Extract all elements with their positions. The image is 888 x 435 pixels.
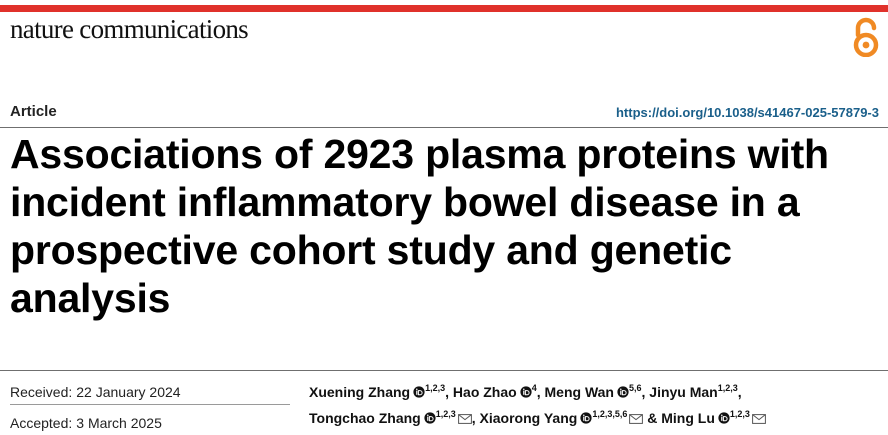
author: Tongchao Zhang 1,2,3	[309, 410, 472, 426]
author: Meng Wan 5,6	[544, 383, 642, 401]
author-name[interactable]: Tongchao Zhang	[309, 410, 421, 426]
header-divider	[0, 127, 888, 128]
received-label: Received:	[10, 384, 73, 400]
orcid-icon[interactable]	[718, 412, 730, 424]
author-affiliation: 1,2,3	[717, 383, 738, 393]
author-separator: ,	[471, 410, 476, 426]
author-affiliation: 1,2,3,5,6	[592, 409, 628, 419]
author: Xuening Zhang 1,2,3	[309, 383, 446, 401]
author-separator: ,	[737, 384, 742, 400]
author-affiliation: 1,2,3	[729, 409, 750, 419]
email-icon[interactable]	[457, 414, 472, 424]
dates-divider	[10, 404, 290, 405]
author-affiliation: 1,2,3	[425, 383, 446, 393]
received-value: 22 January 2024	[76, 384, 181, 400]
orcid-icon[interactable]	[580, 412, 592, 424]
author: Hao Zhao 4	[452, 383, 537, 401]
author-name[interactable]: Xiaorong Yang	[479, 410, 578, 426]
author-separator: ,	[641, 384, 646, 400]
author-name[interactable]: Meng Wan	[544, 384, 614, 400]
author-name[interactable]: Hao Zhao	[452, 384, 517, 400]
orcid-icon[interactable]	[424, 412, 436, 424]
author-conjunction: &	[647, 410, 662, 426]
open-access-lock-icon	[853, 17, 879, 57]
author-affiliation: 5,6	[628, 383, 642, 393]
accepted-date: Accepted: 3 March 2025	[10, 415, 162, 431]
orcid-icon[interactable]	[617, 386, 629, 398]
article-title: Associations of 2923 plasma proteins wit…	[10, 131, 829, 321]
email-icon[interactable]	[752, 414, 766, 424]
author-name[interactable]: Ming Lu	[661, 410, 715, 426]
journal-name: nature communications	[10, 14, 249, 44]
author-affiliation: 1,2,3	[435, 409, 456, 419]
accepted-label: Accepted:	[10, 415, 73, 431]
received-date: Received: 22 January 2024	[10, 384, 181, 400]
author-name[interactable]: Xuening Zhang	[309, 384, 411, 400]
accepted-value: 3 March 2025	[76, 415, 162, 431]
email-icon[interactable]	[629, 414, 644, 424]
author-name[interactable]: Jinyu Man	[649, 384, 718, 400]
author: Xiaorong Yang 1,2,3,5,6	[480, 410, 644, 426]
orcid-icon[interactable]	[520, 386, 532, 398]
author-separator: ,	[445, 384, 450, 400]
author-affiliation: 4	[531, 383, 537, 393]
title-divider	[0, 370, 888, 371]
journal-accent-bar	[0, 5, 888, 12]
orcid-icon[interactable]	[413, 386, 425, 398]
author-separator: ,	[536, 384, 541, 400]
author: Ming Lu 1,2,3	[661, 410, 766, 426]
doi-link[interactable]: https://doi.org/10.1038/s41467-025-57879…	[615, 105, 879, 120]
article-type: Article	[10, 103, 57, 120]
author-list: Xuening Zhang 1,2,3, Hao Zhao 4, Meng Wan 5…	[309, 379, 884, 431]
author: Jinyu Man1,2,3	[649, 383, 738, 401]
